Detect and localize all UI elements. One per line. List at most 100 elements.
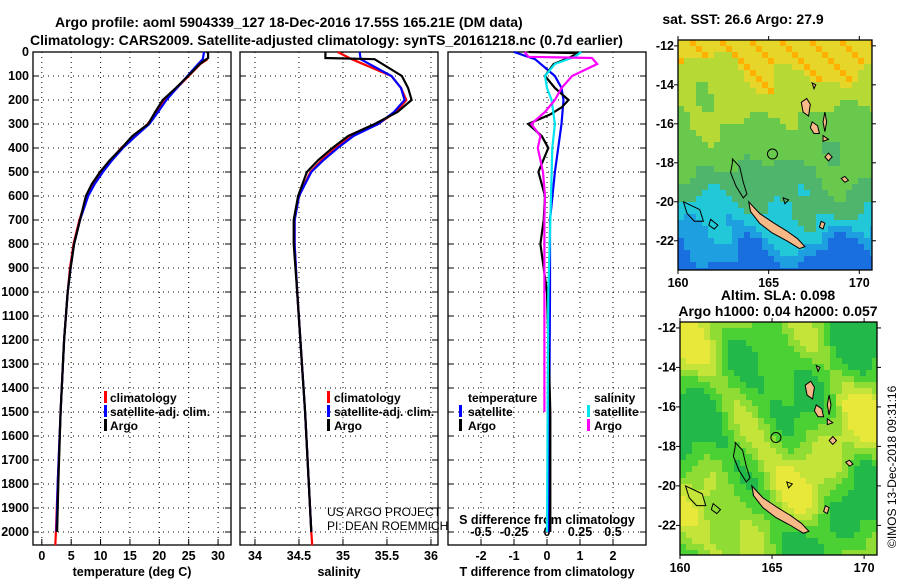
map-cell bbox=[696, 244, 703, 251]
map-cell bbox=[794, 454, 801, 461]
map-cell bbox=[830, 370, 837, 377]
map-cell bbox=[678, 208, 685, 215]
y-tick-label: 1600 bbox=[1, 429, 29, 443]
map-cell bbox=[794, 490, 801, 497]
map-cell bbox=[794, 424, 801, 431]
map-cell bbox=[830, 322, 837, 329]
map-cell bbox=[806, 418, 813, 425]
map-cell bbox=[782, 400, 789, 407]
map-cell bbox=[800, 502, 807, 509]
map-cell bbox=[704, 346, 711, 353]
map-cell bbox=[846, 136, 853, 143]
map-cell bbox=[708, 130, 715, 137]
map-cell bbox=[870, 58, 873, 65]
map-cell bbox=[788, 508, 795, 515]
island bbox=[818, 220, 826, 230]
map-cell bbox=[828, 172, 835, 179]
map-cell bbox=[798, 76, 805, 83]
map-cell bbox=[716, 460, 723, 467]
map-cell bbox=[816, 214, 823, 221]
map-cell bbox=[786, 256, 793, 263]
map-cell bbox=[864, 172, 871, 179]
map-cell bbox=[708, 100, 715, 107]
map-cell bbox=[812, 538, 819, 545]
map-cell bbox=[756, 46, 763, 53]
map-cell bbox=[684, 88, 691, 95]
map-cell bbox=[860, 394, 867, 401]
map-cell bbox=[762, 82, 769, 89]
map-cell bbox=[774, 58, 781, 65]
map-cell bbox=[786, 106, 793, 113]
map-cell bbox=[810, 142, 817, 149]
map-cell bbox=[716, 442, 723, 449]
map-cell bbox=[756, 64, 763, 71]
map-cell bbox=[710, 346, 717, 353]
map-cell bbox=[786, 118, 793, 125]
map-cell bbox=[860, 382, 867, 389]
map-cell bbox=[762, 40, 769, 47]
map-cell bbox=[806, 490, 813, 497]
map-cell bbox=[810, 256, 817, 263]
map-cell bbox=[842, 538, 849, 545]
map-cell bbox=[860, 448, 867, 455]
map-cell bbox=[714, 106, 721, 113]
map-cell bbox=[734, 532, 741, 539]
map-cell bbox=[720, 46, 727, 53]
map-cell bbox=[798, 214, 805, 221]
map-cell bbox=[732, 256, 739, 263]
map-cell bbox=[756, 196, 763, 203]
map-cell bbox=[780, 154, 787, 161]
map-cell bbox=[728, 454, 735, 461]
map-cell bbox=[860, 550, 867, 556]
map-cell bbox=[758, 352, 765, 359]
map-cell bbox=[726, 76, 733, 83]
map-cell bbox=[692, 448, 699, 455]
map-cell bbox=[824, 502, 831, 509]
map-cell bbox=[728, 496, 735, 503]
map-cell bbox=[842, 424, 849, 431]
map-cell bbox=[720, 244, 727, 251]
map-cell bbox=[692, 358, 699, 365]
map-cell bbox=[714, 142, 721, 149]
map-cell bbox=[860, 424, 867, 431]
map-cell bbox=[810, 232, 817, 239]
map-cell bbox=[804, 46, 811, 53]
map-cell bbox=[744, 262, 751, 269]
map-cell bbox=[746, 544, 753, 551]
map-cell bbox=[816, 244, 823, 251]
map-cell bbox=[696, 118, 703, 125]
map-cell bbox=[828, 244, 835, 251]
map-cell bbox=[812, 514, 819, 521]
y-tick-label: 1900 bbox=[1, 501, 29, 515]
map-cell bbox=[686, 430, 693, 437]
map-cell bbox=[686, 406, 693, 413]
map-cell bbox=[740, 358, 747, 365]
map-cell bbox=[848, 544, 855, 551]
map-cell bbox=[680, 460, 687, 467]
map-cell bbox=[770, 388, 777, 395]
map-cell bbox=[806, 514, 813, 521]
map-cell bbox=[716, 538, 723, 545]
map-cell bbox=[788, 364, 795, 371]
map-cell bbox=[686, 538, 693, 545]
map-cell bbox=[708, 88, 715, 95]
map-cell bbox=[750, 94, 757, 101]
map-cell bbox=[728, 532, 735, 539]
map-cell bbox=[708, 184, 715, 191]
map-cell bbox=[818, 544, 825, 551]
map-cell bbox=[704, 382, 711, 389]
map-cell bbox=[732, 136, 739, 143]
map-cell bbox=[720, 268, 727, 271]
map-cell bbox=[866, 334, 873, 341]
map-cell bbox=[678, 226, 685, 233]
map-cell bbox=[836, 364, 843, 371]
lat-tick-label: -14 bbox=[656, 78, 674, 92]
map-cell bbox=[732, 184, 739, 191]
map-cell bbox=[686, 340, 693, 347]
map-cell bbox=[792, 178, 799, 185]
map-cell bbox=[872, 544, 878, 551]
map-cell bbox=[854, 466, 861, 473]
map-cell bbox=[750, 148, 757, 155]
map-cell bbox=[842, 460, 849, 467]
map-cell bbox=[764, 424, 771, 431]
